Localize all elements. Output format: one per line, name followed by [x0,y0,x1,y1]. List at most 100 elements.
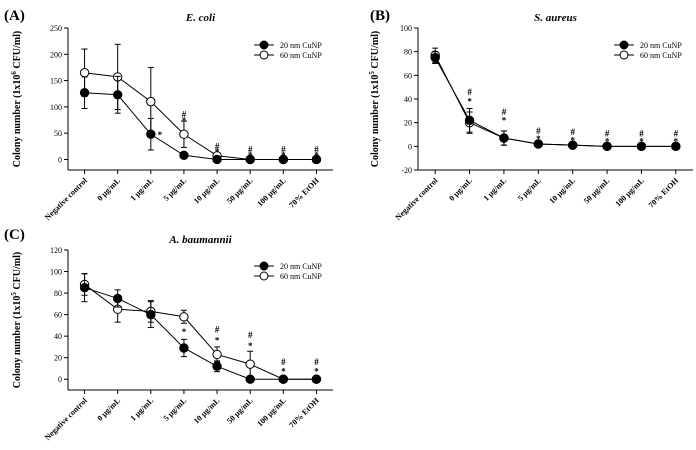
x-tick-label: 0 μg/mL [95,176,122,203]
data-point [464,115,475,126]
x-tick-label: 1 μg/mL [129,396,156,423]
data-point [567,140,578,150]
y-tick-label: 200 [50,50,62,59]
y-tick-label: 100 [400,24,412,33]
data-point [179,150,189,160]
legend-marker [259,261,269,271]
x-tick-label: 100 μg/mL [255,396,287,428]
legend-label: 60 nm CuNP [640,51,682,60]
y-tick-label: 80 [404,48,412,57]
data-point [146,309,156,320]
legend-marker [619,40,629,50]
significance-marker: # [248,330,253,340]
legend-marker [259,50,269,60]
data-point [179,129,189,139]
significance-marker: * [605,137,610,147]
x-tick-label: 100 μg/mL [255,176,287,208]
significance-marker: * [502,115,507,125]
data-point [602,141,612,152]
significance-marker: * [182,116,187,126]
y-axis-label-main: Colony number (1x10 [12,296,23,389]
significance-marker: * [570,135,575,145]
series-line [84,287,317,380]
x-tick-label: 70% EtOH [647,176,681,210]
x-tick-label: 50 μg/mL [225,176,255,206]
data-point [636,141,647,152]
chart-title: E. coli [185,12,216,24]
data-point [245,154,255,165]
significance-marker: # [248,144,253,154]
x-tick-label: 50 μg/mL [582,176,612,206]
legend-marker [619,50,629,60]
y-axis-label: Colony number (1x105 CFU/ml) [368,31,381,167]
x-tick-label: 10 μg/mL [548,176,578,206]
x-tick-label: 5 μg/mL [516,176,543,203]
x-tick-label: 10 μg/mL [192,176,222,206]
y-axis-label-main: Colony number (1x10 [370,75,381,168]
x-tick-label: 50 μg/mL [225,396,255,426]
y-axis-label-exponent: 5 [368,71,376,75]
legend-label: 20 nm CuNP [280,262,322,271]
data-point [79,68,90,78]
data-point [212,154,222,165]
x-tick-label: 70% EtOH [287,176,321,210]
significance-marker: # [314,144,319,154]
legend-label: 60 nm CuNP [280,51,322,60]
data-point [311,374,322,384]
data-point [430,52,440,63]
significance-marker: # [605,128,610,138]
x-tick-label: 1 μg/mL [129,176,156,203]
y-tick-label: 120 [50,246,62,255]
data-point [533,139,544,149]
y-axis-label-exponent: 6 [10,71,18,75]
series-line [84,92,317,160]
y-tick-label: 80 [54,289,62,298]
legend-marker [259,271,269,281]
significance-marker: * [158,130,163,140]
chart-title: A. baumannii [168,234,232,246]
significance-marker: # [215,141,220,151]
series-line [434,57,676,147]
significance-marker: # [215,325,220,335]
y-tick-label: 0 [408,142,412,151]
chart-title: S. aureus [534,12,577,24]
data-point [112,90,123,100]
significance-marker: # [281,144,286,154]
y-tick-label: 60 [404,71,412,80]
legend-label: 60 nm CuNP [280,272,322,281]
significance-marker: * [314,367,319,377]
y-tick-label: 40 [404,95,412,104]
data-point [79,282,90,293]
y-tick-label: 60 [54,311,62,320]
panel-b: (B) S. aureus Colony number (1x105 CFU/ml)… [368,8,693,222]
y-axis-label-unit: CFU/ml) [370,31,381,71]
data-point [278,374,289,384]
significance-marker: # [314,357,319,367]
significance-marker: * [639,137,644,147]
significance-marker: * [467,96,472,106]
y-axis-label: Colony number (1x105 CFU/ml) [10,252,23,388]
data-point [311,154,322,165]
significance-marker: # [467,87,472,97]
y-tick-label: 100 [50,268,62,277]
y-axis-label: Colony number (1x106 CFU/ml) [10,31,23,167]
data-point [146,96,156,107]
y-axis-label-main: Colony number (1x10 [12,75,23,168]
significance-marker: * [536,134,541,144]
significance-marker: # [639,128,644,138]
significance-marker: * [248,150,253,160]
significance-marker: * [215,335,220,345]
significance-marker: * [314,150,319,160]
panel-label: (B) [370,8,390,24]
data-point [146,129,156,139]
y-tick-label: 50 [54,129,62,138]
significance-marker: * [281,150,286,160]
x-tick-label: 70% EtOH [287,396,321,430]
data-point [212,349,222,360]
x-tick-label: 0 μg/mL [95,396,122,423]
legend-label: 20 nm CuNP [640,41,682,50]
x-tick-label: 1 μg/mL [482,176,509,203]
legend-label: 20 nm CuNP [280,41,322,50]
data-point [179,312,189,322]
